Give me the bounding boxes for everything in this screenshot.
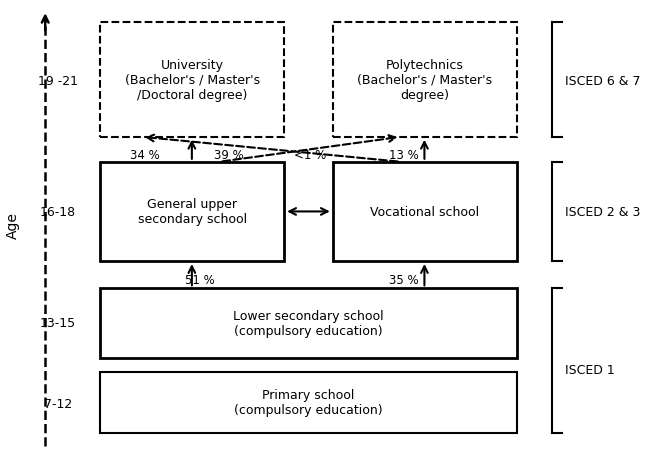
Text: ISCED 1: ISCED 1 bbox=[565, 364, 615, 376]
Text: ISCED 6 & 7: ISCED 6 & 7 bbox=[565, 75, 641, 87]
Text: Polytechnics
(Bachelor's / Master's
degree): Polytechnics (Bachelor's / Master's degr… bbox=[357, 59, 492, 101]
Text: 39 %: 39 % bbox=[214, 149, 244, 162]
FancyBboxPatch shape bbox=[100, 162, 284, 262]
Text: Age: Age bbox=[6, 212, 20, 239]
Text: University
(Bachelor's / Master's
/Doctoral degree): University (Bachelor's / Master's /Docto… bbox=[125, 59, 260, 101]
Text: 34 %: 34 % bbox=[130, 149, 160, 162]
Text: 7-12: 7-12 bbox=[44, 397, 72, 410]
FancyBboxPatch shape bbox=[333, 23, 517, 138]
FancyBboxPatch shape bbox=[333, 162, 517, 262]
Text: 13-15: 13-15 bbox=[40, 316, 76, 329]
FancyBboxPatch shape bbox=[100, 289, 517, 359]
Text: <1 %: <1 % bbox=[294, 149, 326, 162]
Text: 16-18: 16-18 bbox=[40, 206, 76, 218]
Text: 19 -21: 19 -21 bbox=[38, 75, 78, 87]
Text: Lower secondary school
(compulsory education): Lower secondary school (compulsory educa… bbox=[233, 310, 384, 337]
FancyBboxPatch shape bbox=[100, 372, 517, 433]
Text: ISCED 2 & 3: ISCED 2 & 3 bbox=[565, 206, 641, 218]
Text: 35 %: 35 % bbox=[389, 273, 419, 286]
Text: General upper
secondary school: General upper secondary school bbox=[138, 198, 247, 226]
Text: Vocational school: Vocational school bbox=[370, 206, 479, 218]
Text: 13 %: 13 % bbox=[389, 149, 419, 162]
Text: 51 %: 51 % bbox=[185, 273, 215, 286]
FancyBboxPatch shape bbox=[100, 23, 284, 138]
Text: Primary school
(compulsory education): Primary school (compulsory education) bbox=[234, 389, 383, 416]
